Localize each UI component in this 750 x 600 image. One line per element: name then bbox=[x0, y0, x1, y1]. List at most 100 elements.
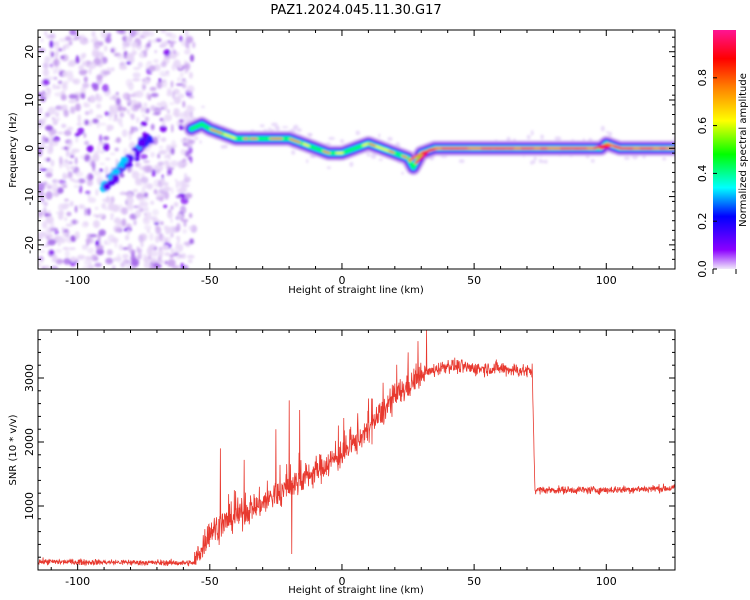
noise-blob bbox=[143, 225, 152, 230]
noise-blob bbox=[163, 49, 171, 56]
noise-blob bbox=[54, 65, 59, 74]
noise-blob bbox=[45, 125, 53, 131]
noise-blob bbox=[104, 242, 112, 245]
ridge-core-segment bbox=[381, 147, 391, 153]
noise-blob bbox=[132, 171, 135, 176]
noise-blob bbox=[82, 265, 91, 269]
noise-blob bbox=[48, 145, 54, 153]
noise-blob bbox=[181, 180, 186, 187]
noise-blob bbox=[177, 238, 181, 243]
spectrogram-x-ticks: -100 -50 0 50 100 bbox=[50, 30, 660, 287]
ridge-halo-blob bbox=[355, 130, 361, 136]
noise-blob bbox=[175, 180, 179, 189]
noise-blob bbox=[171, 139, 177, 149]
noise-blob bbox=[126, 196, 134, 206]
noise-blob bbox=[124, 234, 130, 241]
noise-blob bbox=[110, 217, 113, 220]
noise-blob bbox=[47, 210, 51, 215]
ridge-halo-blob bbox=[194, 136, 199, 140]
noise-blob bbox=[66, 165, 70, 172]
noise-blob bbox=[181, 140, 189, 143]
noise-blob bbox=[54, 41, 60, 46]
noise-blob bbox=[66, 211, 72, 217]
noise-blob bbox=[166, 87, 173, 94]
noise-blob bbox=[96, 144, 101, 152]
noise-blob bbox=[162, 118, 166, 127]
noise-blob bbox=[178, 243, 184, 252]
noise-blob bbox=[90, 38, 98, 43]
noise-blob bbox=[74, 205, 78, 213]
noise-blob bbox=[94, 262, 102, 268]
noise-blob bbox=[177, 160, 184, 169]
noise-blob bbox=[189, 238, 195, 245]
noise-blob bbox=[117, 105, 123, 112]
spectrogram-x-axis-label: Height of straight line (km) bbox=[288, 285, 424, 296]
ridge-halo-blob bbox=[541, 160, 545, 164]
noise-blob bbox=[85, 190, 91, 195]
noise-blob bbox=[82, 82, 90, 89]
noise-blob bbox=[151, 250, 158, 257]
noise-blob bbox=[171, 48, 176, 54]
noise-blob bbox=[102, 143, 110, 152]
ridge-halo-blob bbox=[378, 133, 381, 138]
noise-blob bbox=[55, 258, 64, 265]
colorbar-tick-label: 0.8 bbox=[696, 69, 709, 87]
noise-blob bbox=[38, 125, 43, 130]
noise-blob bbox=[88, 174, 94, 180]
noise-blob bbox=[44, 265, 50, 269]
noise-blob bbox=[47, 106, 56, 115]
noise-blob bbox=[46, 157, 51, 162]
noise-blob bbox=[42, 68, 50, 77]
noise-blob bbox=[121, 247, 129, 250]
noise-blob bbox=[49, 40, 54, 48]
ridge-halo-blob bbox=[340, 139, 345, 144]
noise-blob bbox=[172, 252, 180, 257]
noise-blob bbox=[175, 242, 180, 249]
noise-blob bbox=[60, 104, 68, 110]
noise-blob bbox=[178, 119, 184, 123]
noise-blob bbox=[91, 49, 98, 58]
noise-blob bbox=[143, 253, 147, 260]
noise-blob bbox=[45, 183, 51, 188]
noise-blob bbox=[183, 161, 188, 166]
noise-blob bbox=[136, 116, 140, 124]
diagonal-feature-blob bbox=[112, 176, 119, 182]
noise-blob bbox=[68, 99, 77, 104]
noise-blob bbox=[170, 248, 174, 253]
noise-blob bbox=[132, 78, 141, 82]
noise-blob bbox=[60, 55, 65, 59]
noise-blob bbox=[68, 161, 73, 165]
noise-blob bbox=[105, 157, 111, 161]
noise-blob bbox=[176, 236, 181, 240]
noise-blob bbox=[92, 118, 99, 124]
noise-blob bbox=[167, 109, 170, 114]
noise-blob bbox=[45, 215, 54, 224]
noise-blob bbox=[77, 114, 82, 123]
noise-blob bbox=[125, 53, 134, 62]
noise-blob bbox=[137, 61, 143, 68]
noise-blob bbox=[95, 94, 103, 103]
noise-blob bbox=[143, 102, 148, 108]
ridge-halo-blob bbox=[282, 126, 289, 129]
noise-blob bbox=[57, 242, 61, 247]
noise-blob bbox=[101, 203, 107, 209]
noise-blob bbox=[109, 96, 114, 100]
ridge-halo-blob bbox=[533, 156, 537, 161]
ridge-halo-blob bbox=[608, 131, 613, 137]
noise-blob bbox=[121, 107, 127, 112]
noise-blob bbox=[81, 244, 88, 250]
noise-blob bbox=[54, 248, 62, 254]
x-tick-label: 50 bbox=[467, 575, 481, 588]
noise-blob bbox=[135, 162, 142, 168]
noise-blob bbox=[43, 115, 47, 122]
noise-blob bbox=[117, 117, 123, 126]
noise-blob bbox=[157, 248, 164, 258]
ridge-core-segment bbox=[322, 150, 331, 155]
x-tick-label: -50 bbox=[201, 274, 219, 287]
noise-blob bbox=[135, 209, 142, 218]
y-tick-label: -10 bbox=[23, 188, 36, 206]
noise-blob bbox=[82, 62, 88, 66]
noise-blob bbox=[77, 178, 86, 184]
noise-blob bbox=[54, 229, 59, 235]
diagonal-feature-blob bbox=[102, 182, 111, 191]
